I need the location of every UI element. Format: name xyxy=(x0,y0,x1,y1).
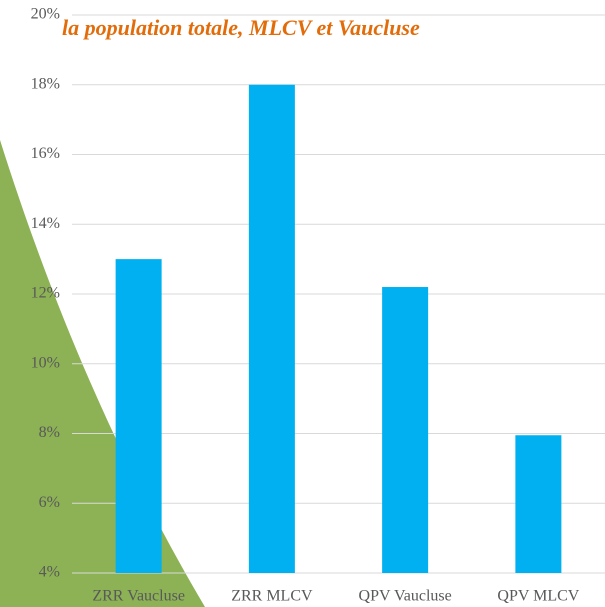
y-tick-label: 4% xyxy=(39,564,60,581)
chart: la population totale, MLCV et Vaucluse 4… xyxy=(0,0,605,607)
bar xyxy=(382,287,428,573)
x-tick-label: ZRR MLCV xyxy=(231,588,313,605)
x-tick-label: QPV Vaucluse xyxy=(359,588,452,605)
bar xyxy=(515,435,561,573)
chart-title: la population totale, MLCV et Vaucluse xyxy=(62,15,420,40)
y-tick-label: 10% xyxy=(31,354,60,371)
bar xyxy=(249,85,295,573)
y-tick-label: 6% xyxy=(39,494,60,511)
x-tick-label: ZRR Vaucluse xyxy=(92,588,185,605)
y-tick-label: 16% xyxy=(31,145,60,162)
y-tick-label: 14% xyxy=(31,215,60,232)
y-tick-label: 8% xyxy=(39,424,60,441)
y-tick-label: 18% xyxy=(31,75,60,92)
y-tick-label: 12% xyxy=(31,285,60,302)
decorative-shape xyxy=(0,140,205,607)
bar xyxy=(116,259,162,573)
x-tick-label: QPV MLCV xyxy=(497,588,579,605)
y-tick-label: 20% xyxy=(31,6,60,23)
